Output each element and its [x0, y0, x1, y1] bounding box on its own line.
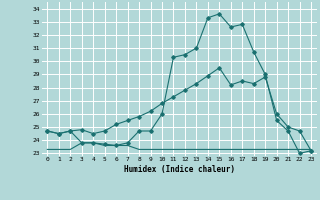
X-axis label: Humidex (Indice chaleur): Humidex (Indice chaleur) [124, 165, 235, 174]
